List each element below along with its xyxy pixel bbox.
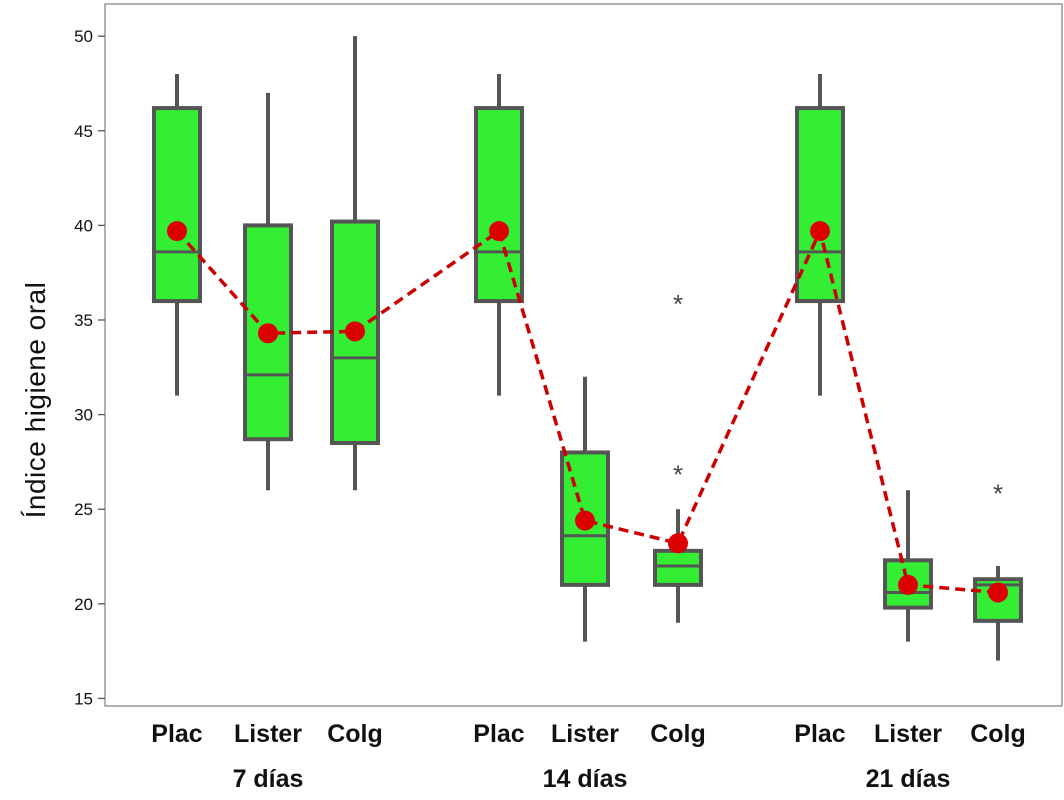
outlier-marker: * xyxy=(993,478,1003,508)
y-tick-label: 35 xyxy=(74,311,93,330)
y-tick-label: 45 xyxy=(74,122,93,141)
y-tick-label: 40 xyxy=(74,216,93,235)
y-axis-label: Índice higiene oral xyxy=(20,282,51,519)
category-label: Colg xyxy=(650,720,706,748)
box xyxy=(653,548,703,587)
category-label: Lister xyxy=(874,720,942,748)
outlier-marker: * xyxy=(673,289,683,319)
group-label: 7 días xyxy=(233,765,304,793)
mean-point xyxy=(167,221,187,242)
box xyxy=(152,106,202,304)
mean-point xyxy=(345,321,365,342)
category-label: Plac xyxy=(473,720,525,748)
mean-point xyxy=(258,323,278,344)
plot-frame xyxy=(104,3,1063,707)
category-label: Lister xyxy=(551,720,619,748)
y-tick-label: 50 xyxy=(74,27,93,46)
mean-point xyxy=(489,221,509,242)
mean-point xyxy=(810,221,830,242)
group-label: 21 días xyxy=(866,765,951,793)
mean-point xyxy=(668,533,688,554)
category-label: Plac xyxy=(794,720,846,748)
box xyxy=(474,106,524,304)
category-label: Colg xyxy=(970,720,1026,748)
mean-connect-line xyxy=(175,225,999,595)
mean-point xyxy=(988,582,1008,603)
mean-point xyxy=(575,510,595,531)
box xyxy=(795,106,845,304)
category-label: Lister xyxy=(234,720,302,748)
group-label: 14 días xyxy=(543,765,628,793)
mean-point xyxy=(898,574,918,595)
category-label: Plac xyxy=(151,720,203,748)
y-tick-label: 20 xyxy=(74,595,93,614)
y-tick-label: 15 xyxy=(74,689,93,708)
category-label: Colg xyxy=(327,720,383,748)
y-tick-label: 25 xyxy=(74,500,93,519)
outlier-marker: * xyxy=(673,459,683,489)
y-tick-label: 30 xyxy=(74,406,93,425)
